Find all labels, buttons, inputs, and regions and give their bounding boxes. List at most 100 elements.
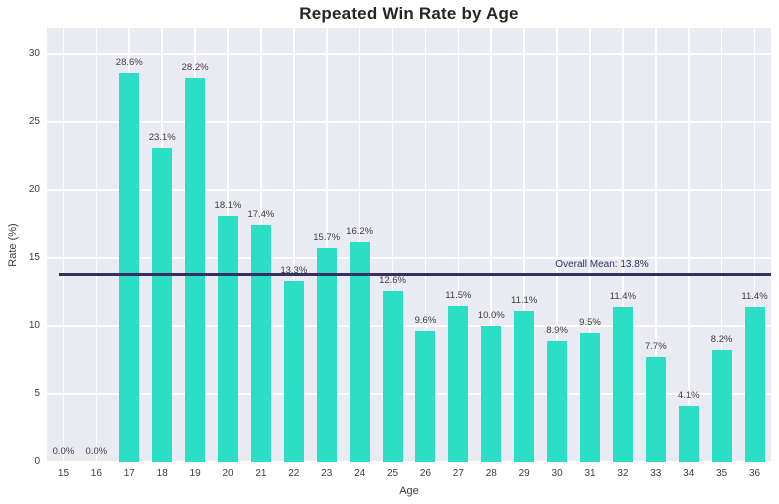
gridline-vertical <box>293 28 295 462</box>
bar-age-18 <box>152 147 173 462</box>
gridline-horizontal <box>47 393 771 395</box>
x-tick-label: 26 <box>419 468 432 479</box>
bar-age-29 <box>514 310 535 462</box>
bar-age-17 <box>119 72 140 462</box>
gridline-vertical <box>556 28 558 462</box>
y-tick-label: 5 <box>34 387 40 399</box>
y-tick-label: 10 <box>28 319 40 331</box>
gridline-vertical <box>720 28 723 462</box>
bar-age-21 <box>250 225 271 462</box>
x-tick-label: 17 <box>123 468 135 479</box>
bar-value-label: 11.4% <box>741 290 768 302</box>
bar-age-35 <box>711 350 732 462</box>
x-tick-label: 20 <box>222 468 234 479</box>
bar-age-34 <box>678 406 699 462</box>
bar-value-label: 17.4% <box>247 209 275 221</box>
x-tick-label: 35 <box>716 468 728 479</box>
bar-age-25 <box>382 290 403 462</box>
x-tick-label: 30 <box>551 468 563 479</box>
x-tick-label: 25 <box>386 468 399 479</box>
bar-value-label: 12.6% <box>379 274 406 286</box>
bar-value-label: 9.6% <box>414 315 437 327</box>
x-tick-label: 28 <box>485 468 497 479</box>
x-tick-label: 31 <box>584 468 596 479</box>
gridline-horizontal <box>47 461 771 463</box>
bar-value-label: 7.7% <box>644 341 667 353</box>
gridline-vertical <box>622 28 624 462</box>
x-axis-title: Age <box>399 485 419 497</box>
y-tick-label: 25 <box>28 115 40 127</box>
x-tick-label: 21 <box>255 468 267 479</box>
y-tick-label: 30 <box>28 47 40 59</box>
plot-area: Overall Mean: 13.8% 0.0% 0.0% 28.6% 23.1% 28… <box>47 28 771 463</box>
gridline-vertical <box>95 28 98 462</box>
bar-value-label: 13.3% <box>280 265 308 277</box>
bar-age-33 <box>645 357 666 462</box>
x-tick-label: 34 <box>683 468 695 479</box>
mean-line-label: Overall Mean: 13.8% <box>555 259 649 271</box>
gridline-vertical <box>424 28 427 462</box>
bar-value-label: 11.5% <box>445 289 472 301</box>
bar-age-32 <box>612 306 633 462</box>
x-tick-label: 22 <box>288 468 300 479</box>
gridline-vertical <box>391 28 394 462</box>
chart-title: Repeated Win Rate by Age <box>299 4 519 23</box>
x-tick-label: 33 <box>650 468 662 479</box>
gridline-vertical <box>490 28 493 462</box>
gridline-horizontal <box>47 121 771 123</box>
bar-value-label: 28.2% <box>181 62 209 74</box>
bar-age-30 <box>547 340 568 462</box>
mean-line <box>59 273 771 276</box>
gridline-vertical <box>62 28 65 462</box>
gridline-horizontal <box>47 53 771 55</box>
bar-value-label: 16.2% <box>346 225 374 237</box>
gridline-horizontal <box>47 257 771 259</box>
x-tick-label: 32 <box>617 468 629 479</box>
x-tick-label: 23 <box>321 468 333 479</box>
bar-age-19 <box>185 78 206 462</box>
bar-value-label: 8.9% <box>546 324 568 336</box>
bar-value-label: 8.2% <box>710 334 733 346</box>
bar-age-24 <box>349 241 370 462</box>
gridline-vertical <box>325 28 328 462</box>
bar-age-26 <box>415 331 436 462</box>
gridline-vertical <box>589 28 591 462</box>
x-tick-label: 24 <box>354 468 366 479</box>
gridline-horizontal <box>47 325 771 327</box>
bar-value-label: 11.1% <box>511 294 538 306</box>
bar-age-22 <box>283 281 304 462</box>
bar-age-31 <box>580 332 600 462</box>
bar-value-label: 23.1% <box>148 131 176 143</box>
bar-value-label: 9.5% <box>579 316 601 328</box>
bar-age-23 <box>316 248 337 462</box>
bar-value-label: 11.4% <box>609 290 637 302</box>
bar-age-28 <box>481 325 502 462</box>
x-tick-label: 36 <box>748 468 761 479</box>
x-tick-label: 16 <box>90 468 102 479</box>
gridline-vertical <box>753 28 756 462</box>
bar-value-label: 10.0% <box>477 309 505 321</box>
y-tick-label: 20 <box>28 183 40 195</box>
y-tick-label: 15 <box>28 251 40 263</box>
bar-value-label: 18.1% <box>214 199 242 211</box>
gridline-vertical <box>523 28 525 462</box>
x-tick-label: 19 <box>189 468 201 479</box>
x-tick-label: 18 <box>156 468 168 479</box>
x-tick-label: 15 <box>57 468 70 479</box>
x-tick-label: 29 <box>518 468 530 479</box>
bar-age-36 <box>744 306 765 462</box>
x-tick-label: 27 <box>452 468 464 479</box>
bar-value-label: 0.0% <box>52 446 75 457</box>
y-axis-title: Rate (%) <box>7 223 19 267</box>
bar-age-20 <box>218 215 238 462</box>
gridline-vertical <box>655 28 657 462</box>
bar-value-label: 15.7% <box>313 232 341 244</box>
y-tick-label: 0 <box>34 456 40 467</box>
gridline-vertical <box>687 28 690 462</box>
bar-value-label: 28.6% <box>115 56 143 68</box>
gridline-horizontal <box>47 189 771 191</box>
gridline-vertical <box>457 28 460 462</box>
bar-value-label: 4.1% <box>677 390 700 402</box>
bar-age-27 <box>448 305 469 462</box>
